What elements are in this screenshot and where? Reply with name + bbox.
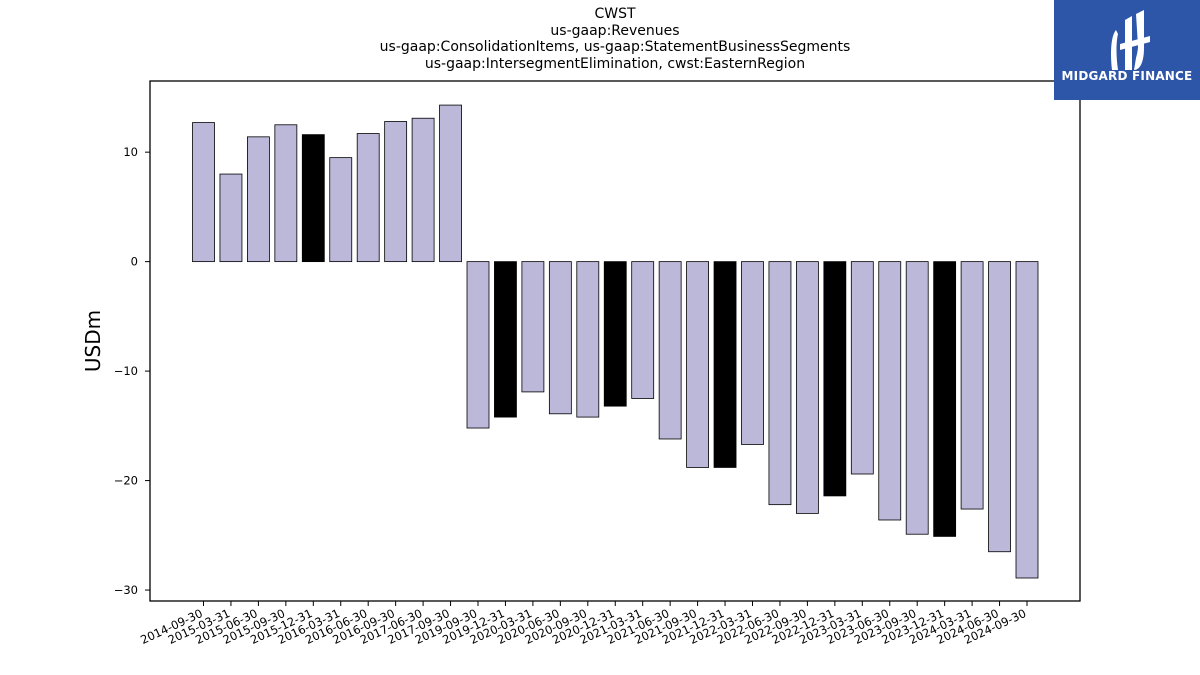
y-tick-label: 10 xyxy=(123,145,138,159)
bar xyxy=(466,261,490,429)
bar xyxy=(741,261,764,445)
bar xyxy=(713,261,737,468)
y-tick-label: −10 xyxy=(114,364,138,378)
bar xyxy=(548,261,572,415)
bar xyxy=(905,261,929,535)
bar xyxy=(686,261,709,468)
logo-text: MIDGARD FINANCE xyxy=(1061,69,1193,83)
logo-mark-icon xyxy=(1111,10,1150,70)
bar xyxy=(988,261,1011,553)
brand-logo: MIDGARD FINANCE xyxy=(1054,0,1200,100)
bar xyxy=(658,261,682,440)
chart-title-line-1: CWST xyxy=(594,6,636,22)
bar xyxy=(960,261,984,510)
bar xyxy=(1015,261,1039,579)
bar xyxy=(329,157,353,263)
bar xyxy=(192,122,215,263)
bar xyxy=(219,173,243,263)
bar xyxy=(631,261,655,399)
bar xyxy=(356,133,380,263)
bar xyxy=(768,261,792,506)
bar xyxy=(796,261,819,514)
bar xyxy=(246,136,270,263)
chart-title-line-4: us-gaap:IntersegmentElimination, cwst:Ea… xyxy=(424,56,806,72)
bar xyxy=(823,261,847,497)
bar xyxy=(603,261,627,407)
bar xyxy=(274,124,298,263)
y-tick-label: 0 xyxy=(131,255,138,269)
bar xyxy=(933,261,957,537)
chart-title-line-3: us-gaap:ConsolidationItems, us-gaap:Stat… xyxy=(379,39,851,55)
y-tick-label: −20 xyxy=(114,474,138,488)
bar xyxy=(301,134,325,263)
y-axis-label: USDm xyxy=(81,310,105,372)
bar xyxy=(521,261,545,393)
bar xyxy=(494,261,517,418)
bar xyxy=(576,261,600,418)
chart-title-line-2: us-gaap:Revenues xyxy=(550,23,680,39)
y-tick-label: −30 xyxy=(114,583,138,597)
bar xyxy=(439,104,462,263)
bar xyxy=(384,121,408,263)
bar xyxy=(411,117,435,263)
bar xyxy=(878,261,902,521)
bar xyxy=(850,261,874,475)
